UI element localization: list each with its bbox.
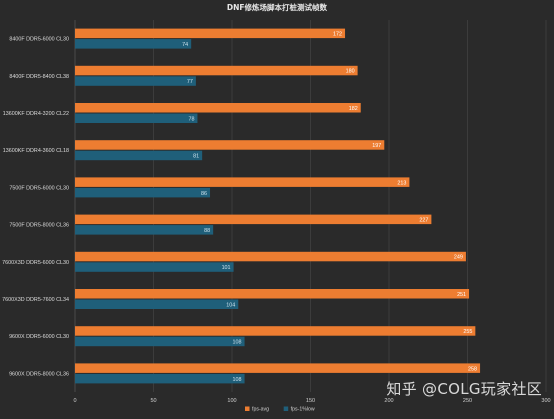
bar-fps-1-low — [75, 76, 196, 86]
data-label: 172 — [333, 32, 342, 38]
data-label: 197 — [372, 143, 381, 149]
x-tick-label: 200 — [384, 398, 393, 404]
legend-swatch — [283, 406, 289, 411]
x-tick-label: 0 — [73, 398, 76, 404]
watermark: 知乎 @COLG玩家社区 — [386, 380, 542, 398]
data-label: 74 — [182, 42, 188, 48]
bar-fps-avg — [75, 363, 481, 373]
x-tick-label: 300 — [541, 398, 550, 404]
bar-fps-1-low — [75, 373, 245, 384]
bar-fps-1-low — [75, 299, 239, 309]
bar-fps-avg — [75, 28, 346, 39]
category-label: 7500F DDR5-6000 CL30 — [9, 185, 69, 191]
bar-fps-avg — [75, 289, 470, 299]
bar-fps-1-low — [75, 113, 198, 123]
legend-label: fps-1%low — [291, 407, 315, 413]
category-label: 9600X DDR5-8000 CL36 — [9, 371, 69, 377]
x-tick-label: 250 — [463, 398, 472, 404]
bar-fps-1-low — [75, 225, 214, 235]
bar-fps-avg — [75, 140, 385, 150]
data-label: 258 — [468, 366, 477, 372]
data-label: 227 — [419, 218, 428, 224]
category-label: 9600X DDR5-6000 CL30 — [9, 334, 69, 340]
data-label: 86 — [201, 191, 207, 197]
legend-swatch — [245, 406, 250, 411]
bar-fps-1-low — [75, 39, 192, 49]
bar-fps-1-low — [75, 187, 211, 198]
bar-fps-1-low — [75, 336, 245, 347]
bar-fps-avg — [75, 65, 358, 76]
x-tick-label: 50 — [150, 398, 156, 404]
data-label: 78 — [188, 116, 194, 122]
data-label: 180 — [346, 69, 355, 75]
bar-fps-avg — [75, 214, 432, 225]
category-label: 13600KF DDR4-3200 CL22 — [3, 111, 69, 117]
data-label: 108 — [233, 340, 242, 346]
category-label: 7600X3D DDR5-7600 CL34 — [2, 297, 69, 303]
category-label: 7600X3D DDR5-6000 CL30 — [2, 260, 69, 266]
category-label: 8400F DDR5-6000 CL30 — [9, 37, 69, 43]
bar-fps-avg — [75, 103, 361, 113]
bar-fps-avg — [75, 326, 476, 336]
data-label: 108 — [233, 377, 242, 383]
data-label: 255 — [463, 329, 472, 335]
data-label: 81 — [193, 154, 199, 160]
data-label: 101 — [222, 265, 231, 271]
data-label: 88 — [204, 228, 210, 234]
bar-fps-1-low — [75, 150, 203, 161]
x-tick-label: 100 — [227, 398, 236, 404]
data-label: 104 — [226, 302, 235, 308]
data-label: 77 — [187, 79, 193, 85]
bar-fps-avg — [75, 177, 410, 187]
chart-title: DNF修炼场脚本打桩测试帧数 — [227, 2, 328, 12]
data-label: 249 — [454, 255, 463, 261]
category-label: 7500F DDR5-8000 CL36 — [9, 223, 69, 229]
legend-label: fps-avg — [252, 407, 269, 413]
category-label: 8400F DDR5-8400 CL38 — [9, 74, 69, 80]
category-label: 13600KF DDR4-3600 CL18 — [3, 148, 69, 154]
bar-fps-1-low — [75, 262, 234, 272]
data-label: 251 — [457, 292, 466, 298]
data-label: 182 — [349, 106, 358, 112]
bar-fps-avg — [75, 251, 466, 262]
data-label: 213 — [397, 180, 406, 186]
x-tick-label: 150 — [306, 398, 315, 404]
